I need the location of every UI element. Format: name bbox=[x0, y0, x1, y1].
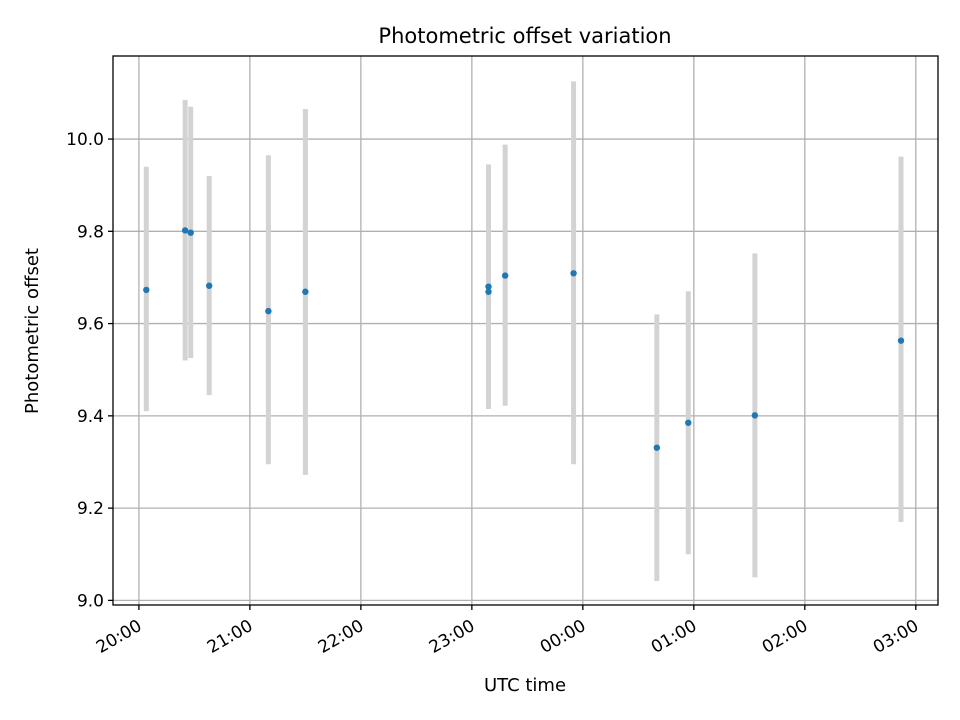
y-tick-label: 9.6 bbox=[77, 315, 104, 335]
data-point bbox=[485, 288, 492, 295]
data-point bbox=[897, 337, 905, 344]
y-tick-label: 9.8 bbox=[77, 222, 104, 242]
data-point bbox=[205, 282, 213, 289]
data-point bbox=[302, 288, 309, 295]
x-axis-label: UTC time bbox=[484, 675, 566, 696]
data-point bbox=[143, 286, 150, 294]
data-point bbox=[501, 272, 509, 279]
y-axis-ticks: 9.0 9.2 9.4 9.6 9.8 10.0 bbox=[66, 130, 113, 611]
data-point bbox=[653, 444, 661, 451]
y-tick-label: 9.2 bbox=[77, 499, 104, 519]
data-point bbox=[187, 229, 194, 236]
data-point bbox=[570, 270, 577, 277]
chart-title: Photometric offset variation bbox=[378, 24, 671, 48]
data-point bbox=[685, 419, 692, 426]
data-point bbox=[485, 283, 492, 290]
data-points bbox=[143, 227, 905, 451]
data-point bbox=[181, 227, 189, 234]
y-tick-label: 9.0 bbox=[77, 591, 104, 611]
grid bbox=[113, 56, 938, 605]
y-tick-label: 9.4 bbox=[77, 407, 104, 427]
plot-frame bbox=[112, 55, 939, 606]
data-point bbox=[265, 307, 272, 315]
data-point bbox=[751, 412, 759, 419]
y-axis-label: Photometric offset bbox=[22, 248, 43, 414]
y-tick-label: 10.0 bbox=[66, 130, 104, 150]
